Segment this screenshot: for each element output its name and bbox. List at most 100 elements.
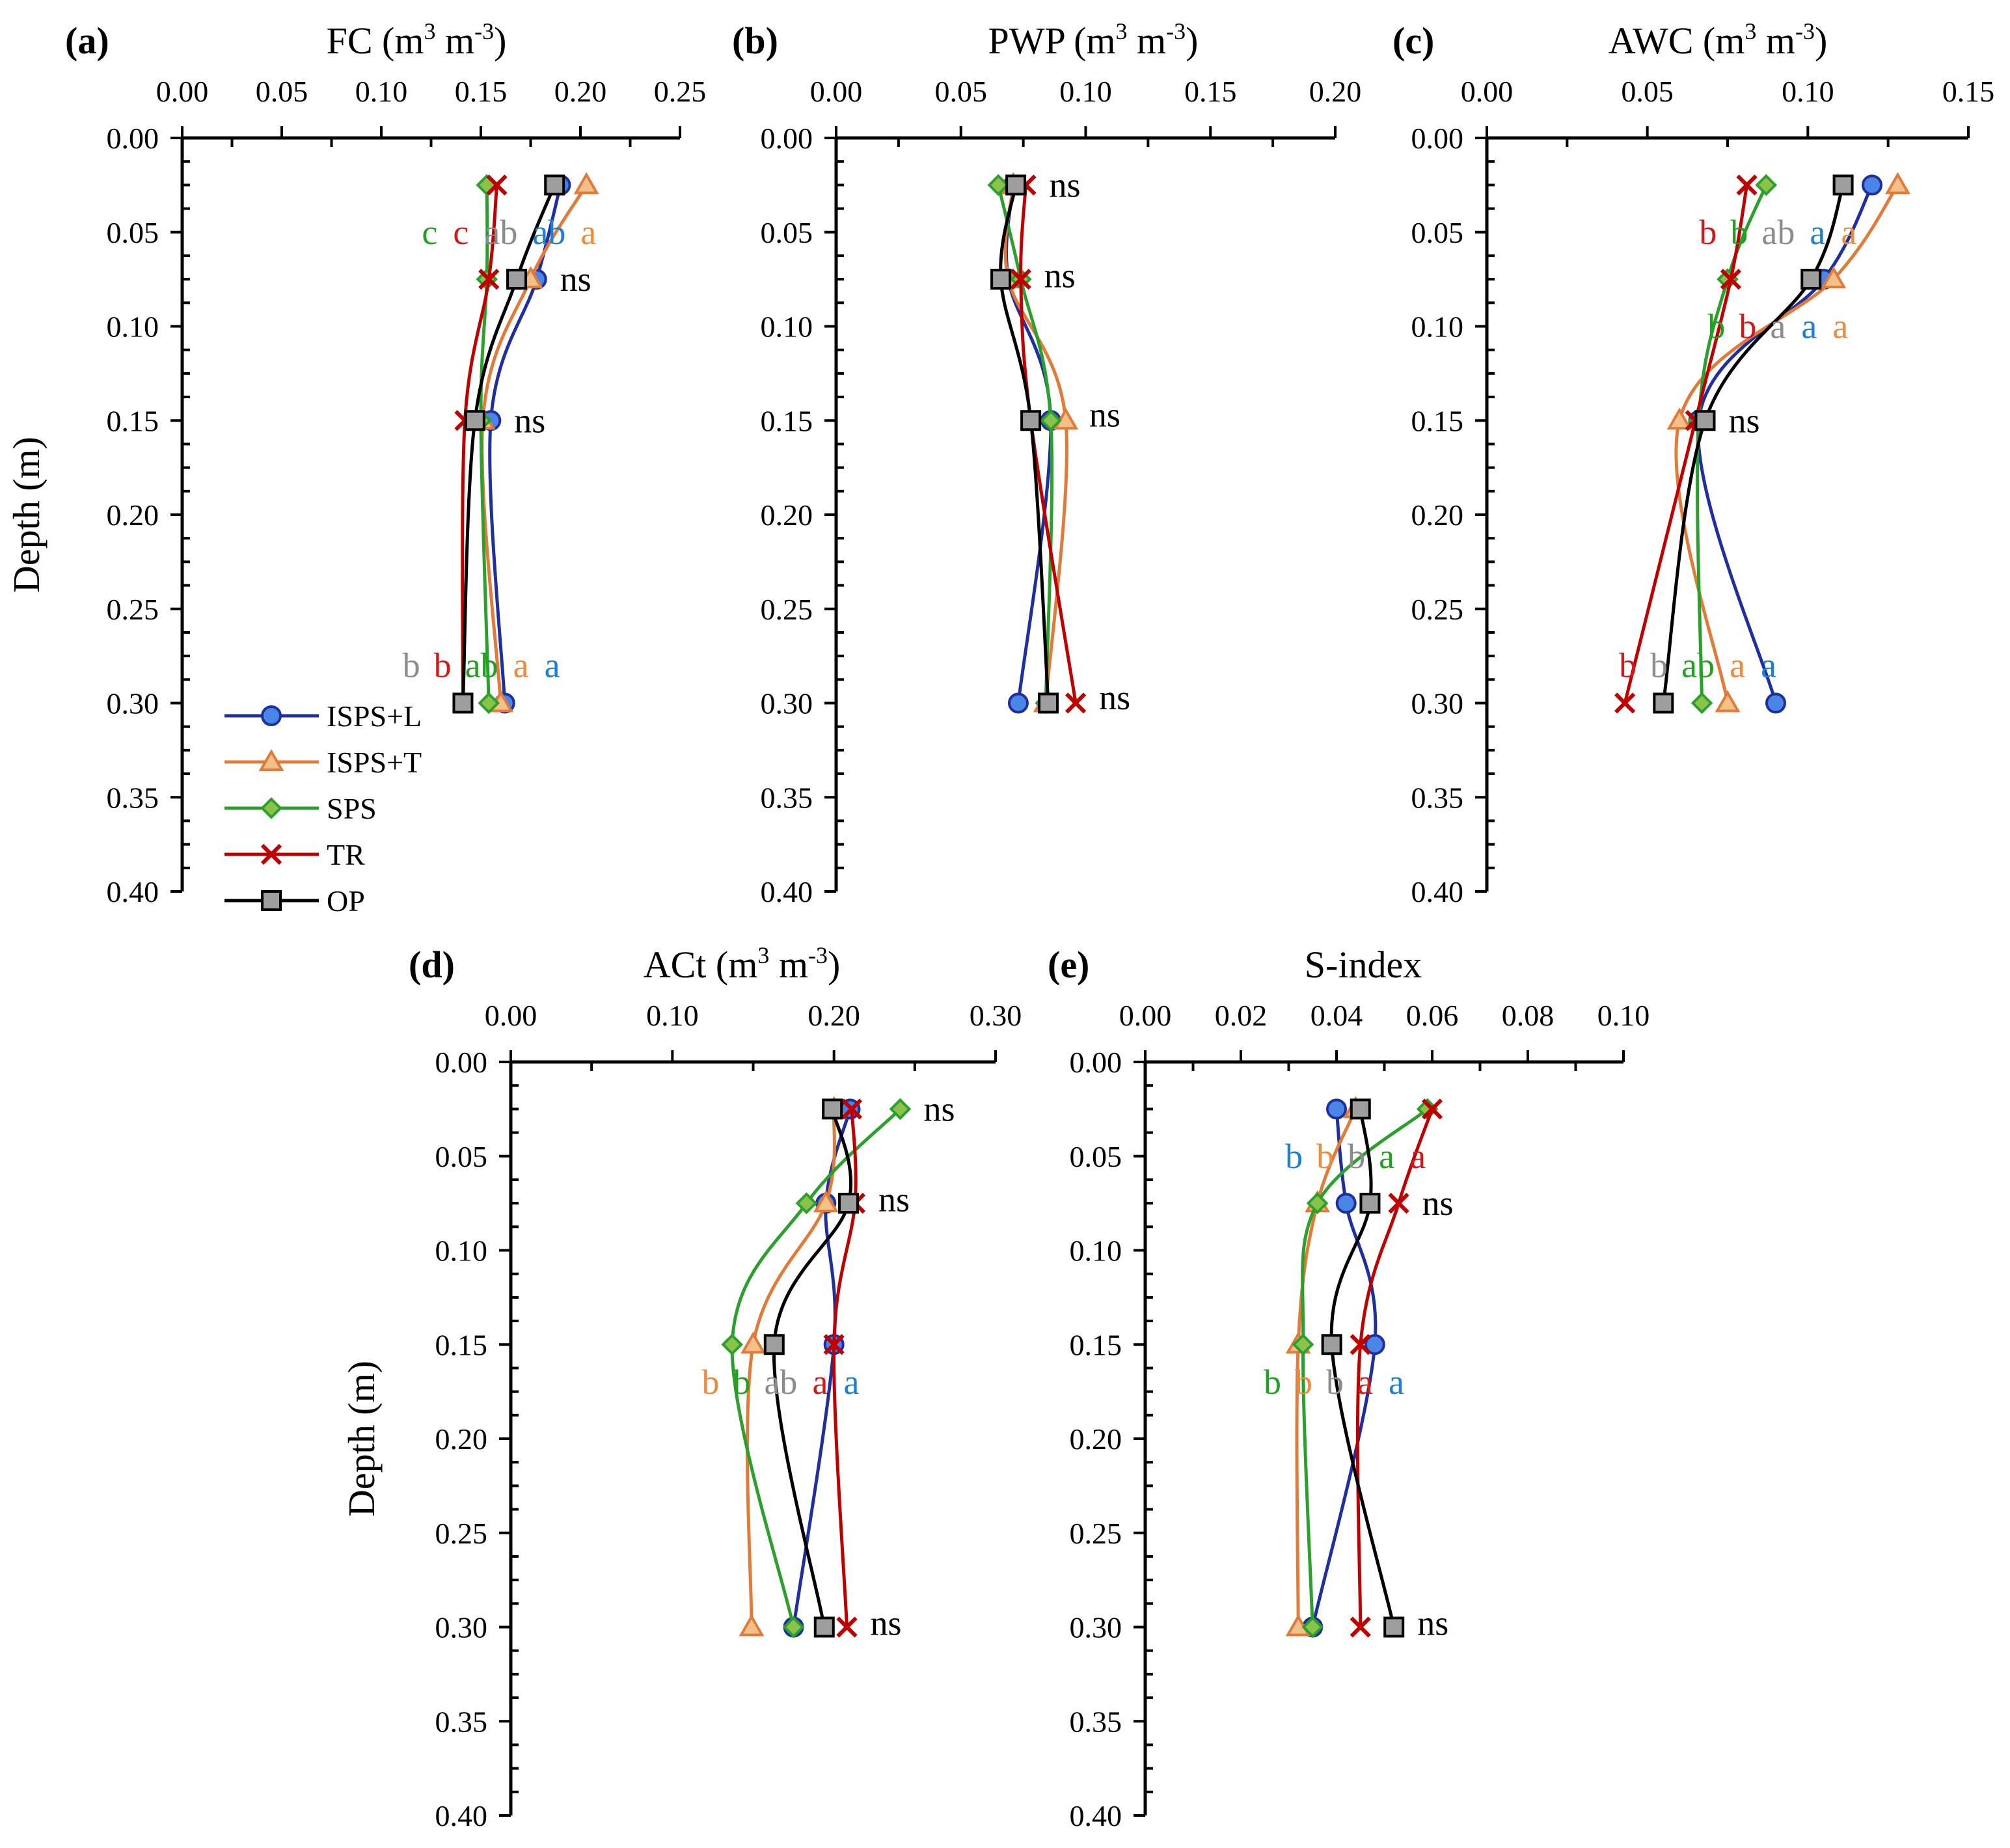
title-part: ) [1186, 20, 1198, 62]
title-part: ) [828, 944, 840, 986]
significance-label: ab [484, 213, 517, 252]
significance-label: ns [560, 260, 591, 299]
panel-c: (c) AWC (m3 m-3) 0.00 0.05 0.10 0.15 0.00 0.05 0… [1392, 18, 1994, 908]
significance-label: b [1285, 1137, 1303, 1176]
y-tick-label: 0.25 [761, 593, 813, 626]
y-tick-label: 0.00 [761, 122, 813, 155]
significance-label: ab [1681, 646, 1715, 685]
data-point [841, 1098, 863, 1120]
data-point [1039, 409, 1062, 432]
data-point [1832, 174, 1854, 196]
significance-label: b [733, 1363, 750, 1402]
x-axis-title: AWC (m3 m-3) [1609, 18, 1828, 62]
x-stroke [823, 1334, 845, 1355]
data-point [1037, 692, 1059, 714]
significance-label: b [1264, 1363, 1281, 1402]
y-tick-label: 0.00 [1411, 122, 1464, 155]
legend-label: SPS [327, 792, 377, 825]
x-tick-label: 0.20 [808, 999, 860, 1032]
significance-label: ns [923, 1089, 955, 1128]
y-tick-label: 0.10 [435, 1234, 488, 1268]
data-point [452, 692, 474, 714]
panel-letter: (c) [1392, 20, 1434, 62]
data-point [1666, 407, 1692, 430]
series-line [996, 184, 1054, 703]
title-superscript: 3 [757, 942, 769, 968]
legend-marker [261, 705, 282, 726]
significance-label: a [580, 213, 596, 252]
y-tick-label: 0.05 [435, 1140, 488, 1173]
data-point [1715, 690, 1741, 713]
x-stroke [1614, 692, 1636, 714]
series-line [1301, 1107, 1429, 1627]
significance-label: c [453, 213, 469, 252]
significance-label: a [1379, 1137, 1394, 1176]
y-tick-label: 0.40 [107, 875, 159, 908]
x-tick-label: 0.05 [256, 75, 308, 108]
data-point [1694, 410, 1716, 431]
data-point [823, 1334, 845, 1355]
data-point [822, 1098, 843, 1120]
series-op [990, 174, 1059, 714]
y-axis-label: Depth (m) [5, 437, 48, 593]
significance-label: ns [1422, 1184, 1454, 1223]
y-tick-label: 0.00 [107, 122, 159, 155]
y-tick-label: 0.20 [107, 498, 159, 532]
y-tick-label: 0.40 [1411, 875, 1464, 908]
title-part: ) [494, 20, 506, 62]
data-point [836, 1616, 858, 1638]
y-tick-label: 0.15 [761, 404, 813, 437]
significance-label: b [701, 1363, 719, 1402]
y-tick-label: 0.25 [1070, 1517, 1122, 1550]
data-point [1383, 1616, 1405, 1638]
data-point [1359, 1193, 1381, 1214]
panel-a: (a) FC (m3 m-3) 0.00 0.05 0.10 0.15 0.20 0.25 0.… [5, 18, 706, 908]
significance-label: b [1619, 646, 1637, 685]
significance-label: b [1739, 307, 1756, 346]
legend-label: OP [327, 884, 365, 917]
series-line [1329, 1109, 1396, 1628]
data-point [1292, 1333, 1314, 1356]
y-tick-label: 0.35 [1070, 1705, 1122, 1738]
title-superscript: 3 [424, 18, 435, 44]
title-part: m [1756, 20, 1795, 62]
x-stroke [1350, 1616, 1371, 1638]
y-tick-label: 0.25 [1411, 593, 1464, 626]
data-point [813, 1190, 839, 1213]
y-tick-label: 0.20 [1070, 1422, 1122, 1456]
series-line [1355, 1108, 1434, 1627]
x-stroke [1736, 174, 1758, 196]
data-point [573, 172, 599, 195]
y-tick-label: 0.30 [435, 1611, 488, 1644]
y-tick-label: 0.35 [435, 1705, 488, 1738]
data-point [1755, 174, 1778, 197]
x-stroke [260, 843, 282, 865]
data-point [1364, 1334, 1385, 1355]
title-superscript: -3 [808, 942, 828, 968]
legend-marker [261, 890, 282, 911]
data-point [1010, 269, 1031, 290]
y-tick-label: 0.15 [435, 1328, 488, 1361]
significance-label: b [1316, 1137, 1334, 1176]
significance-label: a [1801, 307, 1817, 346]
panel-letter: (d) [409, 944, 455, 986]
significance-label: a [843, 1363, 859, 1402]
data-point [544, 174, 565, 196]
series-line [1661, 184, 1845, 703]
data-point [1053, 407, 1079, 430]
data-point [1885, 172, 1910, 195]
x-axis-title: S-index [1305, 944, 1422, 986]
series-line [999, 184, 1050, 703]
legend-marker [260, 797, 282, 819]
data-point [1306, 1192, 1329, 1214]
x-stroke [478, 269, 500, 290]
legend-entry-op: OP [224, 884, 365, 917]
y-tick-label: 0.05 [1411, 216, 1464, 249]
x-tick-label: 0.05 [1621, 75, 1674, 108]
series-isps-t [1666, 172, 1910, 713]
significance-label: a [1730, 646, 1745, 685]
data-point [763, 1334, 785, 1355]
data-point [1614, 692, 1636, 714]
data-point [1321, 1334, 1342, 1355]
significance-label: a [1832, 307, 1848, 346]
